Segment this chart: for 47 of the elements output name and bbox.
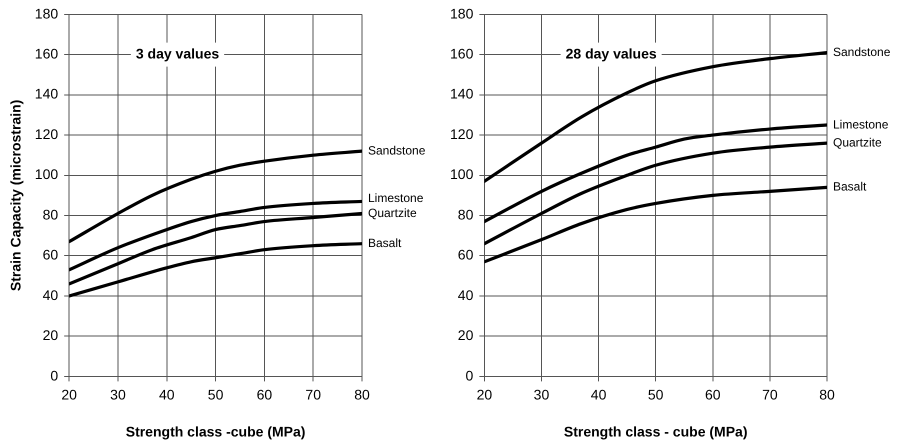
x-tick-label: 30 <box>534 386 550 403</box>
series-label: Sandstone <box>368 143 426 158</box>
text: 28 day values <box>566 45 657 62</box>
series-label: Basalt <box>368 236 402 250</box>
y-tick-label: 160 <box>34 45 58 62</box>
series-label: Basalt <box>833 180 868 194</box>
x-tick-label: 20 <box>61 386 78 403</box>
x-tick-label: 50 <box>648 386 664 403</box>
y-tick-label: 180 <box>34 5 58 22</box>
series-label: Limestone <box>833 117 889 132</box>
y-axis-title: Strain Capacity (microstrain) <box>7 100 24 292</box>
x-tick-label: 70 <box>305 386 322 403</box>
y-tick-label: 120 <box>450 126 474 142</box>
x-axis-title: Strength class - cube (MPa) <box>564 423 748 440</box>
x-tick-label: 20 <box>476 386 492 403</box>
series-label: Limestone <box>368 190 424 205</box>
y-tick-label: 80 <box>42 206 58 222</box>
y-tick-label: 100 <box>450 166 474 182</box>
x-axis-title: Strength class -cube (MPa) <box>126 423 306 440</box>
y-tick-label: 80 <box>458 206 474 222</box>
y-tick-label: 0 <box>466 367 474 384</box>
y-tick-label: 140 <box>450 86 474 102</box>
y-tick-label: 40 <box>458 286 474 303</box>
y-tick-label: 100 <box>34 166 58 182</box>
y-tick-label: 140 <box>34 86 58 102</box>
y-tick-label: 40 <box>42 286 58 303</box>
x-tick-label: 70 <box>762 386 778 403</box>
y-tick-label: 20 <box>458 327 474 344</box>
x-tick-label: 40 <box>158 386 175 403</box>
x-tick-label: 80 <box>354 386 370 403</box>
y-tick-label: 60 <box>42 246 58 263</box>
y-tick-label: 160 <box>450 45 474 62</box>
y-tick-label: 60 <box>458 246 474 263</box>
x-tick-label: 80 <box>819 386 835 403</box>
x-tick-label: 30 <box>110 386 126 403</box>
series-label: Quartzite <box>833 135 882 150</box>
y-tick-label: 0 <box>50 367 58 384</box>
x-tick-label: 60 <box>704 386 721 403</box>
series-label: Quartzite <box>368 206 418 220</box>
x-tick-label: 50 <box>208 386 224 403</box>
x-tick-label: 60 <box>256 386 272 403</box>
text: 3 day values <box>136 45 220 62</box>
y-tick-label: 20 <box>42 327 58 344</box>
x-tick-label: 40 <box>590 386 607 403</box>
y-tick-label: 180 <box>450 5 474 22</box>
series-label: Sandstone <box>833 44 891 59</box>
y-tick-label: 120 <box>34 126 58 142</box>
